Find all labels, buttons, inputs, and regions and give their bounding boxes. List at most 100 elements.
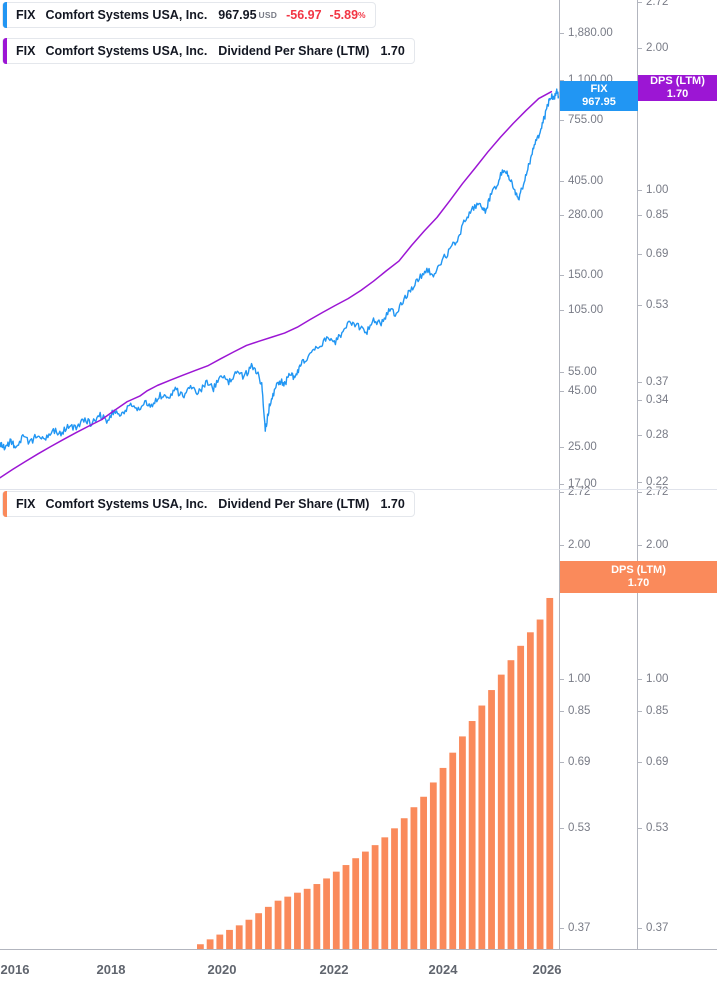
axis-tick-label: 0.37	[568, 922, 591, 934]
dividend-bar	[216, 934, 224, 949]
axis-tick-label: 1.00	[568, 673, 591, 685]
legend-ticker: FIX	[16, 8, 36, 22]
dividend-bar	[371, 845, 379, 949]
axis-tick-mark	[638, 1, 642, 3]
axis-tick-label: 0.37	[646, 922, 669, 934]
axis-tick-label: 1.00	[646, 184, 669, 196]
axis-tick-label: 0.85	[568, 705, 591, 717]
axis-tick: 0.69	[638, 247, 668, 261]
axis-tick: 0.28	[638, 428, 668, 442]
axis-tick: 1.00	[638, 672, 668, 686]
axis-tick: 0.85	[560, 704, 590, 718]
axis-tick-label: 2.72	[646, 486, 669, 498]
dividend-bar	[420, 796, 428, 949]
axis-tick-mark	[560, 446, 564, 448]
dividend-bar	[381, 837, 389, 949]
dividend-bar	[459, 736, 466, 949]
time-axis-label: 2018	[96, 962, 126, 977]
axis-tick-label: 2.00	[646, 539, 669, 551]
axis-tick-mark	[638, 927, 642, 929]
axis-tick-mark	[638, 214, 642, 216]
axis-tick-label: 0.69	[646, 756, 669, 768]
dividend-bar	[478, 705, 486, 949]
axis-tick-mark	[638, 434, 642, 436]
axis-tick-label: 1,880.00	[568, 27, 613, 39]
axis-tick: 0.69	[560, 755, 590, 769]
axis-tick: 2.00	[560, 538, 590, 552]
axis-tick-label: 2.00	[646, 42, 669, 54]
axis-tick-label: 25.00	[568, 441, 597, 453]
axis-tick: 0.53	[638, 821, 668, 835]
legend-ticker: FIX	[16, 44, 36, 58]
axis-tick: 0.69	[638, 755, 668, 769]
axis-tick-mark	[638, 491, 642, 493]
dividend-bar	[264, 906, 272, 949]
time-axis-label: 2026	[532, 962, 562, 977]
legend-company-name: Comfort Systems USA, Inc.	[45, 44, 208, 58]
axis-tick-label: 0.53	[646, 299, 669, 311]
legend-change-abs: -56.97	[286, 8, 322, 22]
legend-dividend-pane[interactable]: FIX Comfort Systems USA, Inc. Dividend P…	[2, 491, 415, 517]
legend-study-name: Dividend Per Share (LTM)	[218, 44, 370, 58]
badge-label: DPS (LTM)	[650, 75, 705, 87]
axis-tick-mark	[560, 927, 564, 929]
axis-tick: 0.53	[638, 298, 668, 312]
axis-tick-label: 45.00	[568, 385, 597, 397]
axis-tick-mark	[638, 399, 642, 401]
axis-tick-mark	[638, 189, 642, 191]
legend-study-name: Dividend Per Share (LTM)	[218, 497, 370, 511]
axis-tick: 2.72	[638, 485, 668, 499]
dividend-bar	[352, 858, 360, 949]
axis-tick-label: 105.00	[568, 304, 604, 316]
price-scale-axis[interactable]: 1,880.00 1,100.00 755.00 405.00 280.00 150.00…	[559, 0, 637, 949]
axis-tick-mark	[560, 390, 564, 392]
axis-tick: 105.00	[560, 303, 603, 317]
axis-tick-mark	[638, 253, 642, 255]
legend-accent-dividend-overlay	[3, 38, 7, 64]
dividend-bar	[313, 884, 321, 949]
axis-tick-label: 2.72	[568, 486, 591, 498]
axis-tick: 2.00	[638, 41, 668, 55]
axis-tick-label: 0.37	[646, 376, 669, 388]
axis-tick-label: 17.00	[568, 478, 597, 490]
dividend-bar	[284, 896, 292, 949]
axis-tick: 2.72	[638, 0, 668, 9]
legend-company-name: Comfort Systems USA, Inc.	[45, 497, 208, 511]
dividend-chart-pane[interactable]	[0, 517, 559, 949]
axis-tick-mark	[560, 119, 564, 121]
pane-divider	[0, 489, 559, 490]
axis-tick: 405.00	[560, 174, 603, 188]
time-axis-label: 2016	[0, 962, 30, 977]
price-chart-pane[interactable]	[0, 0, 559, 489]
dividend-bar	[429, 782, 437, 949]
time-axis-label: 2022	[319, 962, 349, 977]
legend-dividend-overlay[interactable]: FIX Comfort Systems USA, Inc. Dividend P…	[2, 38, 415, 64]
price-value-badge: FIX 967.95	[560, 81, 638, 111]
legend-study-value: 1.70	[380, 497, 405, 511]
price-line-series	[0, 88, 559, 451]
axis-tick-mark	[560, 827, 564, 829]
dividend-bar	[517, 645, 525, 949]
legend-currency: USD	[258, 10, 278, 20]
axis-tick: 25.00	[560, 440, 597, 454]
axis-tick-label: 0.28	[646, 429, 669, 441]
axis-tick: 755.00	[560, 113, 603, 127]
axis-tick-label: 0.85	[646, 705, 669, 717]
axis-tick: 1.00	[560, 672, 590, 686]
axis-tick-label: 405.00	[568, 175, 604, 187]
dividend-chart-svg	[197, 597, 554, 949]
axis-tick-mark	[560, 710, 564, 712]
dividend-bar	[303, 888, 311, 949]
dividend-scale-axis[interactable]: 2.72 2.00 1.70 1.00 0.85 0.69 0.53 0.37 0.34 0.28…	[637, 0, 717, 949]
time-axis[interactable]: 2016 2018 2020 2022 2024 2026	[0, 949, 717, 1005]
axis-tick-mark	[560, 491, 564, 493]
axis-tick-mark	[638, 304, 642, 306]
axis-tick-label: 0.53	[568, 822, 591, 834]
axis-tick-mark	[560, 180, 564, 182]
legend-price[interactable]: FIX Comfort Systems USA, Inc. 967.95 USD…	[2, 2, 376, 28]
axis-tick-mark	[560, 371, 564, 373]
dividend-line-series	[0, 90, 553, 479]
dividend-bar	[400, 818, 408, 949]
axis-tick: 0.53	[560, 821, 590, 835]
